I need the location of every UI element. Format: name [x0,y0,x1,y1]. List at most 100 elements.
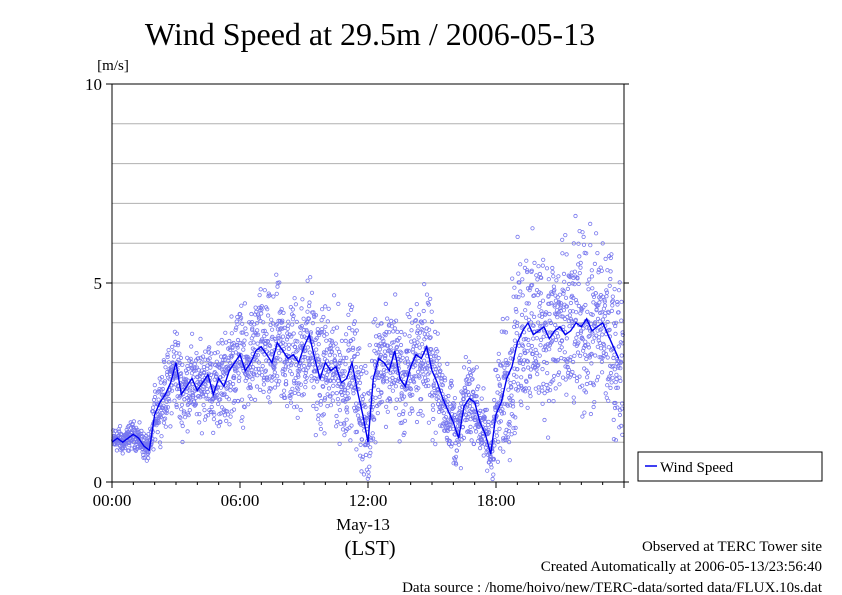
scatter-point [193,402,198,407]
scatter-point [494,367,499,373]
scatter-point [526,386,532,391]
scatter-point [197,411,202,417]
scatter-point [274,272,279,277]
scatter-point [359,371,364,377]
x-axis-ticks: 00:00 06:00 12:00 18:00 [93,482,625,510]
scatter-point [551,373,557,379]
scatter-point [363,404,368,410]
scatter-point [343,393,348,398]
scatter-point [296,381,301,386]
scatter-point [491,457,496,462]
scatter-point [288,304,293,310]
scatter-point [120,451,125,456]
scatter-point [227,338,232,344]
scatter-point [537,300,543,306]
scatter-point [449,378,454,383]
scatter-point [469,438,474,443]
scatter-point [437,404,442,410]
scatter-point [303,370,308,375]
scatter-point [298,382,303,387]
scatter-point [557,347,562,352]
scatter-point [372,417,377,422]
scatter-point [305,309,310,314]
scatter-point [361,403,366,409]
scatter-point [588,221,593,226]
scatter-point [604,294,609,299]
scatter-point [346,348,351,353]
scatter-point [572,353,577,358]
scatter-point [285,323,291,328]
scatter-point [605,383,610,388]
scatter-point [433,430,438,435]
scatter-point [440,383,445,388]
scatter-point [536,264,541,269]
scatter-point [344,355,349,360]
scatter-point [514,331,519,336]
scatter-point [233,350,238,355]
scatter-point [341,355,346,360]
y-axis-unit-label: [m/s] [97,58,129,74]
scatter-point [568,355,573,360]
scatter-point [553,322,558,328]
scatter-point [610,294,615,299]
scatter-point [589,274,595,279]
scatter-point [354,328,359,333]
scatter-point [177,351,182,356]
scatter-point [529,343,535,349]
scatter-point [570,359,576,365]
scatter-point [238,312,243,317]
scatter-point [486,419,491,424]
scatter-point [314,379,320,384]
scatter-point [509,393,514,398]
scatter-point [241,342,246,348]
scatter-point [526,342,531,347]
scatter-point [254,384,260,389]
scatter-point [452,395,457,401]
scatter-point [578,353,583,358]
scatter-point [199,431,204,436]
scatter-point [165,405,171,410]
scatter-point [330,391,335,396]
scatter-point [166,347,171,353]
scatter-point [306,316,311,321]
scatter-point [393,318,399,323]
scatter-point [614,372,619,377]
scatter-point [617,280,622,285]
scatter-point [524,301,529,306]
scatter-point [329,349,334,354]
scatter-point [274,321,280,327]
scatter-point [530,226,535,231]
scatter-point [294,404,299,409]
scatter-point [433,366,438,372]
scatter-point [267,293,272,298]
scatter-point [619,299,624,304]
scatter-point [463,393,469,398]
scatter-point [589,351,594,356]
scatter-point [534,273,539,278]
scatter-point [553,386,558,391]
y-tick-label: 5 [94,274,103,293]
scatter-point [599,310,604,315]
scatter-point [494,430,499,435]
scatter-point [548,330,553,335]
scatter-point [583,339,588,344]
scatter-point [164,399,169,404]
scatter-point [207,345,212,350]
scatter-point [418,408,423,414]
scatter-point [388,370,393,375]
scatter-point [511,294,516,299]
scatter-point [546,277,551,282]
scatter-point [589,268,594,273]
scatter-point [557,292,563,297]
scatter-point [312,313,317,318]
scatter-point [606,398,611,403]
scatter-point [524,258,529,263]
scatter-point [324,347,330,352]
scatter-point [280,334,286,339]
scatter-point [510,398,515,404]
scatter-point [160,386,165,392]
scatter-point [188,362,193,367]
scatter-point [605,355,610,360]
scatter-point [550,265,555,271]
scatter-point [530,351,536,357]
